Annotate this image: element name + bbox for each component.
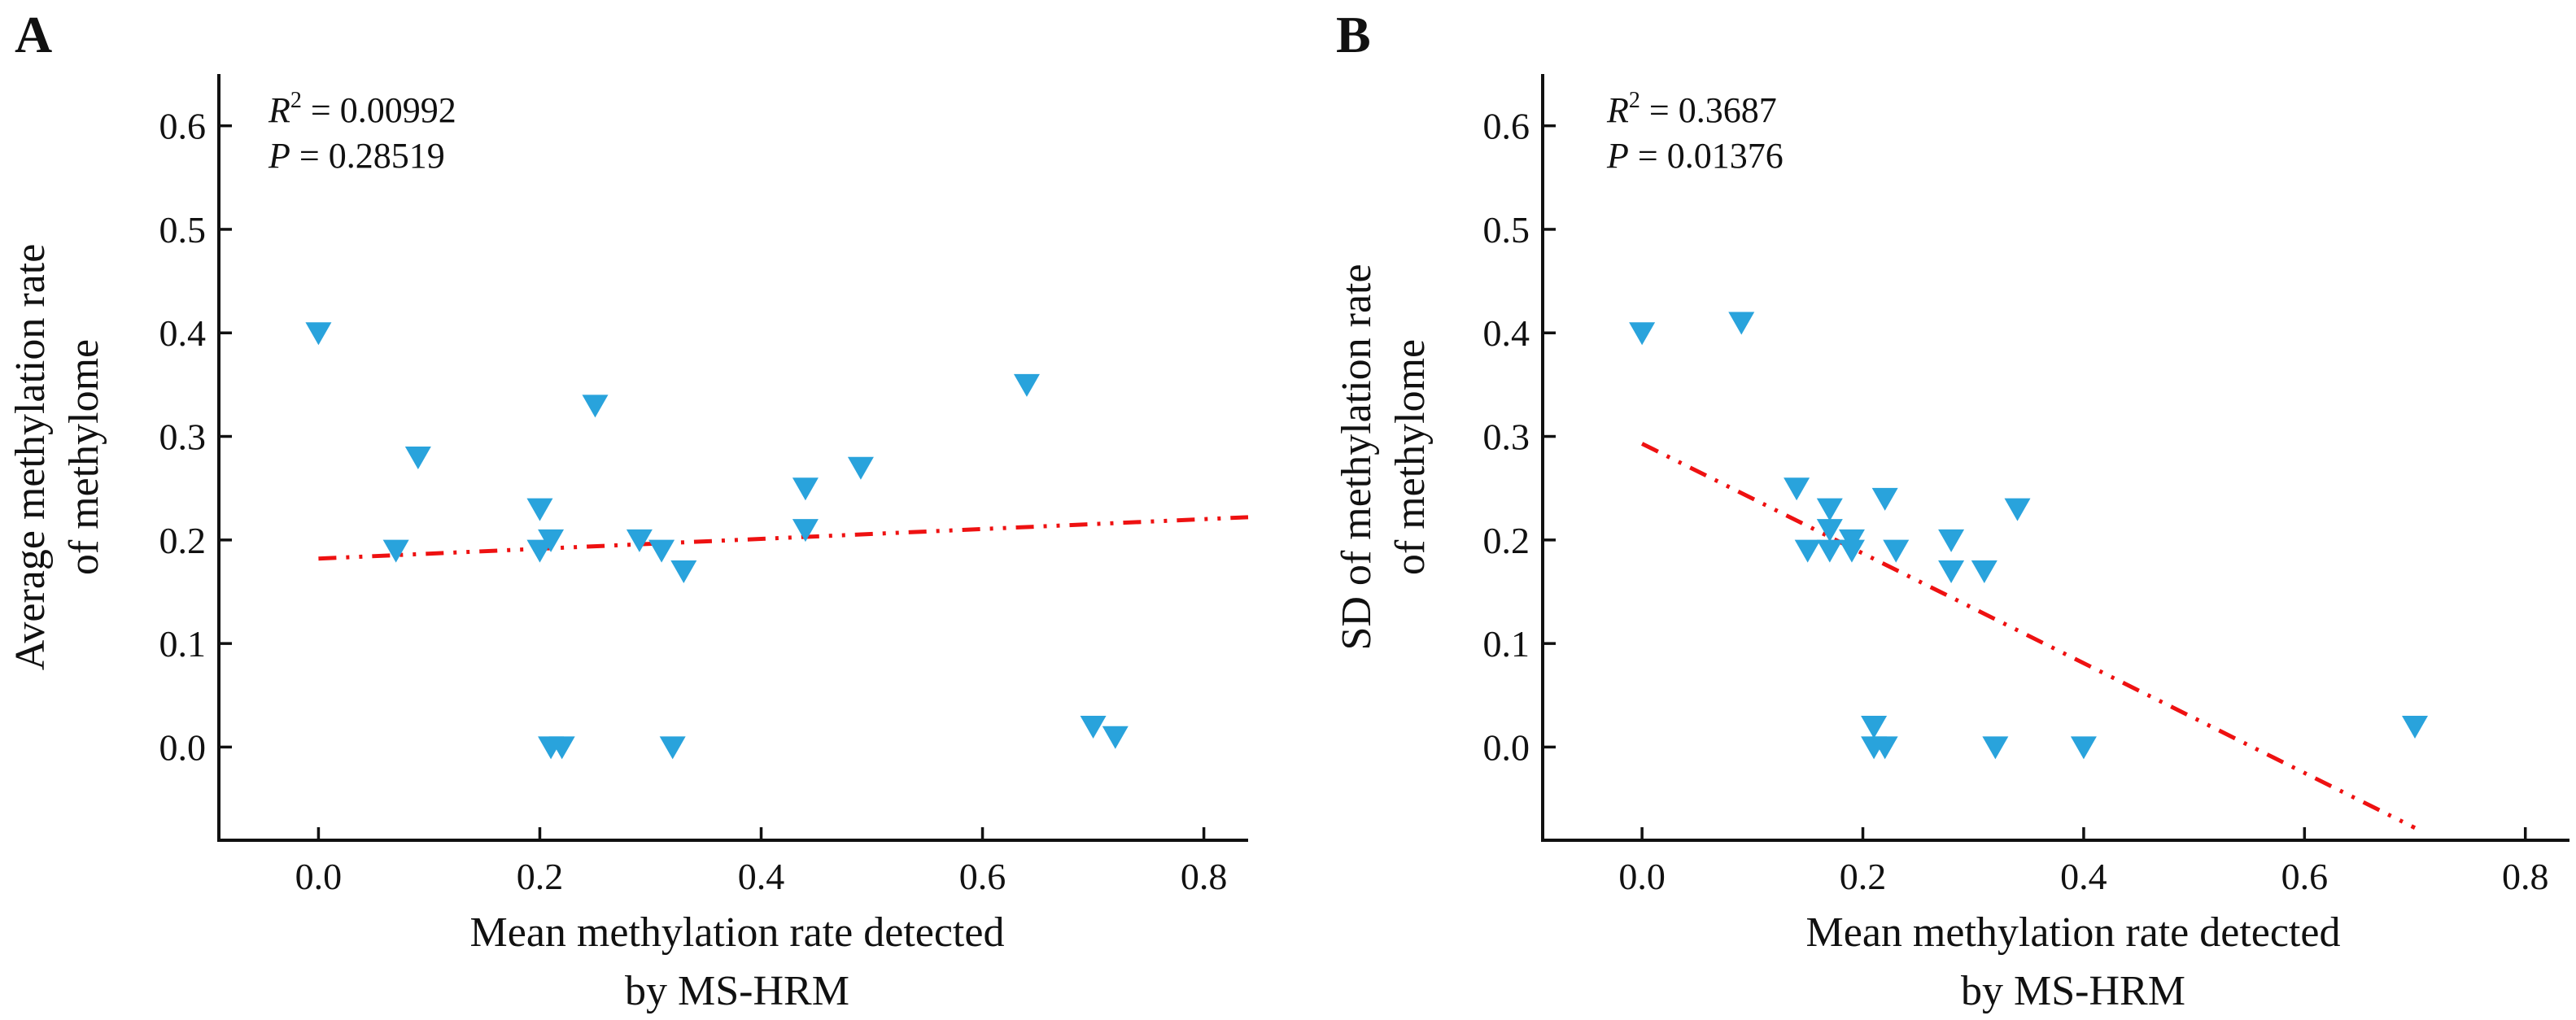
data-point-marker xyxy=(2402,715,2429,739)
data-point-marker xyxy=(1883,539,1910,563)
x-tick-label: 0.6 xyxy=(2281,856,2329,897)
panel-label-b: B xyxy=(1336,6,1371,63)
data-point-marker xyxy=(792,519,819,543)
panel-b: B R2 = 0.3687 P = 0.01376 0.00.10.20.30.… xyxy=(1334,6,2569,1014)
data-point-marker xyxy=(1013,373,1040,397)
data-point-marker xyxy=(526,539,553,563)
data-point-marker xyxy=(1728,312,1755,335)
data-point-marker xyxy=(2070,736,2097,760)
axes-a: 0.0 0.1 0.2 0.3 0.4 0.5 0.6 0.0 0.2 0.4 0.6 0.8 xyxy=(159,74,1248,897)
data-point-marker xyxy=(538,529,565,552)
r2-value: = 0.3687 xyxy=(1640,90,1777,130)
r2-superscript: 2 xyxy=(290,88,302,113)
x-tick-label: 0.4 xyxy=(738,856,785,897)
y-tick-label: 0.3 xyxy=(1483,416,1530,458)
x-tick-label: 0.2 xyxy=(517,856,564,897)
fit-line-a-group xyxy=(318,515,1249,561)
data-point-marker xyxy=(1816,498,1843,521)
data-point-marker xyxy=(1629,322,1656,346)
y-axis-title-line2: of methylome xyxy=(1387,339,1434,575)
y-tick-label: 0.5 xyxy=(1483,209,1530,251)
x-axis-title-line2: by MS-HRM xyxy=(625,968,849,1014)
data-point-marker xyxy=(1794,539,1821,563)
data-point-marker xyxy=(792,477,819,501)
regression-line xyxy=(318,515,1249,561)
points-b xyxy=(1629,312,2429,760)
y-axis-title-line1: SD of methylation rate xyxy=(1334,264,1380,650)
data-point-marker xyxy=(2004,498,2031,521)
p-value-annotation: P = 0.01376 xyxy=(1606,136,1784,176)
data-point-marker xyxy=(670,560,697,584)
data-point-marker xyxy=(548,736,575,760)
p-value-annotation: P = 0.28519 xyxy=(268,136,445,176)
y-tick-label: 0.2 xyxy=(159,520,207,561)
axes-b: 0.0 0.1 0.2 0.3 0.4 0.5 0.6 0.0 0.2 0.4 0.6 0.8 xyxy=(1483,74,2569,897)
x-axis-title-line1: Mean methylation rate detected xyxy=(1806,909,2341,956)
p-value: = 0.28519 xyxy=(290,136,445,176)
r2-value: = 0.00992 xyxy=(302,90,456,130)
data-point-marker xyxy=(1982,736,2009,760)
data-point-marker xyxy=(1871,487,1898,511)
points-a xyxy=(305,322,1129,760)
r2-symbol: R xyxy=(268,90,290,130)
x-tick-label: 0.8 xyxy=(1181,856,1228,897)
x-axis-title-line2: by MS-HRM xyxy=(1961,968,2185,1014)
y-tick-label: 0.0 xyxy=(159,726,207,768)
panel-label-a: A xyxy=(15,6,52,63)
data-point-marker xyxy=(648,539,675,563)
p-value: = 0.01376 xyxy=(1629,136,1784,176)
y-tick-label: 0.6 xyxy=(159,106,207,147)
x-tick-label: 0.0 xyxy=(1618,856,1666,897)
r2-superscript: 2 xyxy=(1629,88,1640,113)
y-tick-label: 0.4 xyxy=(1483,312,1530,354)
data-point-marker xyxy=(626,529,653,552)
data-point-marker xyxy=(382,539,409,563)
y-tick-label: 0.1 xyxy=(1483,623,1530,665)
data-point-marker xyxy=(1784,477,1810,501)
data-point-marker xyxy=(1871,736,1898,760)
y-tick-label: 0.6 xyxy=(1483,106,1530,147)
data-point-marker xyxy=(1861,715,1888,739)
data-point-marker xyxy=(847,456,874,480)
panel-a: A R2 = 0.00992 P = 0.28519 0.00.10.20.30… xyxy=(7,6,1249,1014)
y-tick-label: 0.0 xyxy=(1483,726,1530,768)
x-tick-label: 0.4 xyxy=(2060,856,2107,897)
y-tick-label: 0.2 xyxy=(1483,520,1530,561)
data-point-marker xyxy=(659,736,686,760)
data-point-marker xyxy=(305,322,332,346)
r-squared-annotation: R2 = 0.3687 xyxy=(1606,88,1777,130)
y-tick-label: 0.1 xyxy=(159,623,207,665)
x-tick-label: 0.6 xyxy=(959,856,1006,897)
r2-symbol: R xyxy=(1606,90,1629,130)
data-point-marker xyxy=(1102,726,1129,749)
y-tick-label: 0.4 xyxy=(159,312,207,354)
y-axis-title-line1: Average methylation rate xyxy=(7,244,54,671)
y-axis-title-line2: of methylome xyxy=(61,339,107,575)
regression-line xyxy=(1641,442,2417,830)
p-symbol: P xyxy=(268,136,290,176)
data-point-marker xyxy=(1971,560,1997,584)
data-point-marker xyxy=(1080,715,1107,739)
fit-line-b-group xyxy=(1641,442,2417,830)
x-tick-label: 0.0 xyxy=(295,856,343,897)
data-point-marker xyxy=(404,447,431,469)
y-tick-label: 0.3 xyxy=(159,416,207,458)
data-point-marker xyxy=(1938,560,1965,584)
x-tick-label: 0.8 xyxy=(2502,856,2549,897)
data-point-marker xyxy=(526,498,553,521)
data-point-marker xyxy=(1816,519,1843,543)
data-point-marker xyxy=(1838,539,1865,563)
x-axis-title-line1: Mean methylation rate detected xyxy=(470,909,1005,956)
data-point-marker xyxy=(1938,529,1965,552)
data-point-marker xyxy=(1816,539,1843,563)
y-tick-label: 0.5 xyxy=(159,209,207,251)
x-tick-label: 0.2 xyxy=(1840,856,1887,897)
data-point-marker xyxy=(582,394,609,418)
r-squared-annotation: R2 = 0.00992 xyxy=(268,88,456,130)
p-symbol: P xyxy=(1606,136,1629,176)
